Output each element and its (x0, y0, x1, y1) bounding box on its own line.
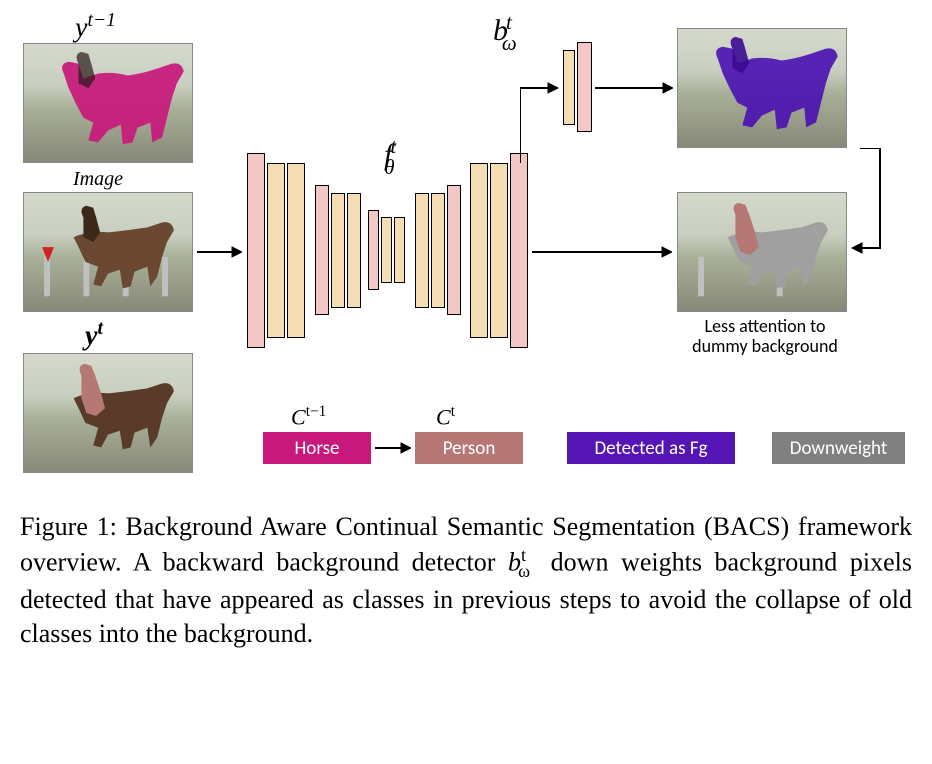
thumb-y-prev (23, 43, 193, 163)
arrow-input (197, 242, 242, 262)
legend-label-c-prev: Ct−1 (291, 403, 326, 430)
diagram-area: yt−1 Image (15, 10, 917, 500)
thumb-y-curr (23, 353, 193, 473)
label-y-prev: yt−1 (75, 10, 116, 44)
legend-detected-fg: Detected as Fg (567, 432, 735, 464)
figure-caption: Figure 1: Background Aware Continual Sem… (15, 510, 917, 651)
figure-container: yt−1 Image (0, 0, 932, 661)
arrow-to-fg (595, 78, 673, 98)
label-image: Image (73, 168, 123, 191)
thumb-detected-fg (677, 28, 847, 148)
legend-person: Person (415, 432, 523, 464)
label-f-theta: ftθ (384, 134, 409, 177)
thumb-image (23, 192, 193, 312)
legend-downweight: Downweight (772, 432, 905, 464)
legend-horse: Horse (263, 432, 371, 464)
label-b-omega: btω (493, 10, 529, 53)
thumb-output (677, 192, 847, 312)
legend-arrow (375, 438, 411, 458)
arrow-to-output (532, 242, 672, 262)
legend-label-c-curr: Ct (436, 403, 455, 430)
arrow-fg-to-output (850, 148, 890, 258)
note-attention: Less attention to dummy background (685, 317, 845, 357)
label-y-curr: yt (85, 318, 103, 352)
arrow-branch-up (520, 78, 560, 163)
